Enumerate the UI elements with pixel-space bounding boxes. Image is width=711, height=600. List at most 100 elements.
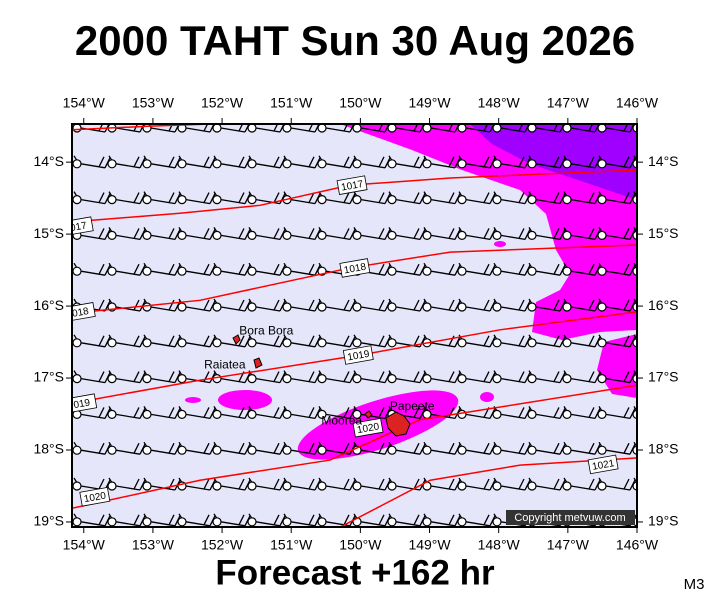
barb-station <box>492 374 502 384</box>
barb-station <box>352 159 362 169</box>
barb <box>388 370 426 384</box>
barb <box>598 370 636 384</box>
barb <box>283 262 321 276</box>
barb <box>283 441 321 455</box>
barb <box>598 298 636 312</box>
x-tick-label: 148°W <box>478 95 521 111</box>
barb-station <box>422 124 432 133</box>
barb-station <box>282 374 292 384</box>
barb <box>528 406 566 420</box>
barb-station <box>457 159 467 169</box>
barb <box>388 262 426 276</box>
barb-station <box>422 517 432 527</box>
barb <box>353 334 391 348</box>
barb-station <box>317 302 327 312</box>
barb-station <box>107 481 117 491</box>
barb-station <box>597 195 607 205</box>
barb <box>213 513 251 527</box>
barb <box>283 477 321 491</box>
barb-station <box>72 445 82 455</box>
barb-station <box>247 517 257 527</box>
barb <box>143 262 181 276</box>
barb-station <box>247 374 257 384</box>
shading <box>470 124 637 200</box>
x-tick-label: 149°W <box>408 537 451 553</box>
barb-station <box>247 481 257 491</box>
shading <box>480 392 494 402</box>
barb <box>318 370 356 384</box>
barb <box>283 155 321 169</box>
isobar-label: 1019 <box>342 345 374 365</box>
barb-station <box>247 409 257 419</box>
barb <box>318 227 356 241</box>
barb-station <box>317 195 327 205</box>
barb <box>423 513 461 527</box>
barb-station <box>247 124 257 133</box>
barb <box>283 370 321 384</box>
barb-station <box>142 195 152 205</box>
barb-station <box>527 338 537 348</box>
barb-station <box>492 195 502 205</box>
barb-station <box>527 374 537 384</box>
barb <box>248 155 286 169</box>
barb-station <box>457 195 467 205</box>
barb <box>493 441 531 455</box>
barb-station <box>527 124 537 133</box>
barb <box>423 334 461 348</box>
barb <box>563 191 601 205</box>
barb-station <box>457 481 467 491</box>
isobar-label-box <box>352 417 384 438</box>
barb-station <box>352 409 362 419</box>
barb <box>493 477 531 491</box>
barb <box>563 155 601 169</box>
barb-station <box>212 266 222 276</box>
isobar-label-box <box>72 393 98 414</box>
x-tick-label: 153°W <box>132 537 175 553</box>
barb-station <box>317 124 327 133</box>
isobar-label-text: 1018 <box>343 262 367 277</box>
barb <box>563 370 601 384</box>
places: Bora Bora Raiatea Moorea Papeete <box>204 323 435 427</box>
barb <box>353 406 391 420</box>
barb-station <box>282 445 292 455</box>
isobar-label-box <box>339 258 371 278</box>
barb <box>528 477 566 491</box>
barb-station <box>247 195 257 205</box>
isobar-label: 1018 <box>339 258 371 278</box>
island <box>232 334 263 369</box>
barb-station <box>422 266 432 276</box>
barb <box>73 155 111 169</box>
barb-station <box>492 159 502 169</box>
barb <box>213 441 251 455</box>
barb <box>213 262 251 276</box>
isobar-label: 1020 <box>79 486 111 507</box>
barb <box>318 334 356 348</box>
barb-station <box>597 481 607 491</box>
barb <box>493 298 531 312</box>
barb-station <box>177 230 187 240</box>
title: 2000 TAHT Sun 30 Aug 2026 <box>75 17 635 64</box>
barb-station <box>177 302 187 312</box>
barb-station <box>457 445 467 455</box>
barb-station <box>562 338 572 348</box>
y-tick-label: 17°S <box>648 369 679 385</box>
barb <box>73 262 111 276</box>
barb-station <box>282 159 292 169</box>
barb-station <box>212 338 222 348</box>
barb <box>248 227 286 241</box>
barb <box>320 124 355 133</box>
barb <box>248 441 286 455</box>
isobar-label: 1017 <box>336 175 368 195</box>
barb-station <box>72 159 82 169</box>
x-tick-label: 148°W <box>478 537 521 553</box>
barb-station <box>247 266 257 276</box>
barb <box>73 191 111 205</box>
isobar-label-box <box>587 454 619 475</box>
place-label: Bora Bora <box>239 323 293 337</box>
barb <box>458 406 496 420</box>
barb-station <box>387 338 397 348</box>
barb-station <box>142 124 152 133</box>
barb <box>563 298 601 312</box>
